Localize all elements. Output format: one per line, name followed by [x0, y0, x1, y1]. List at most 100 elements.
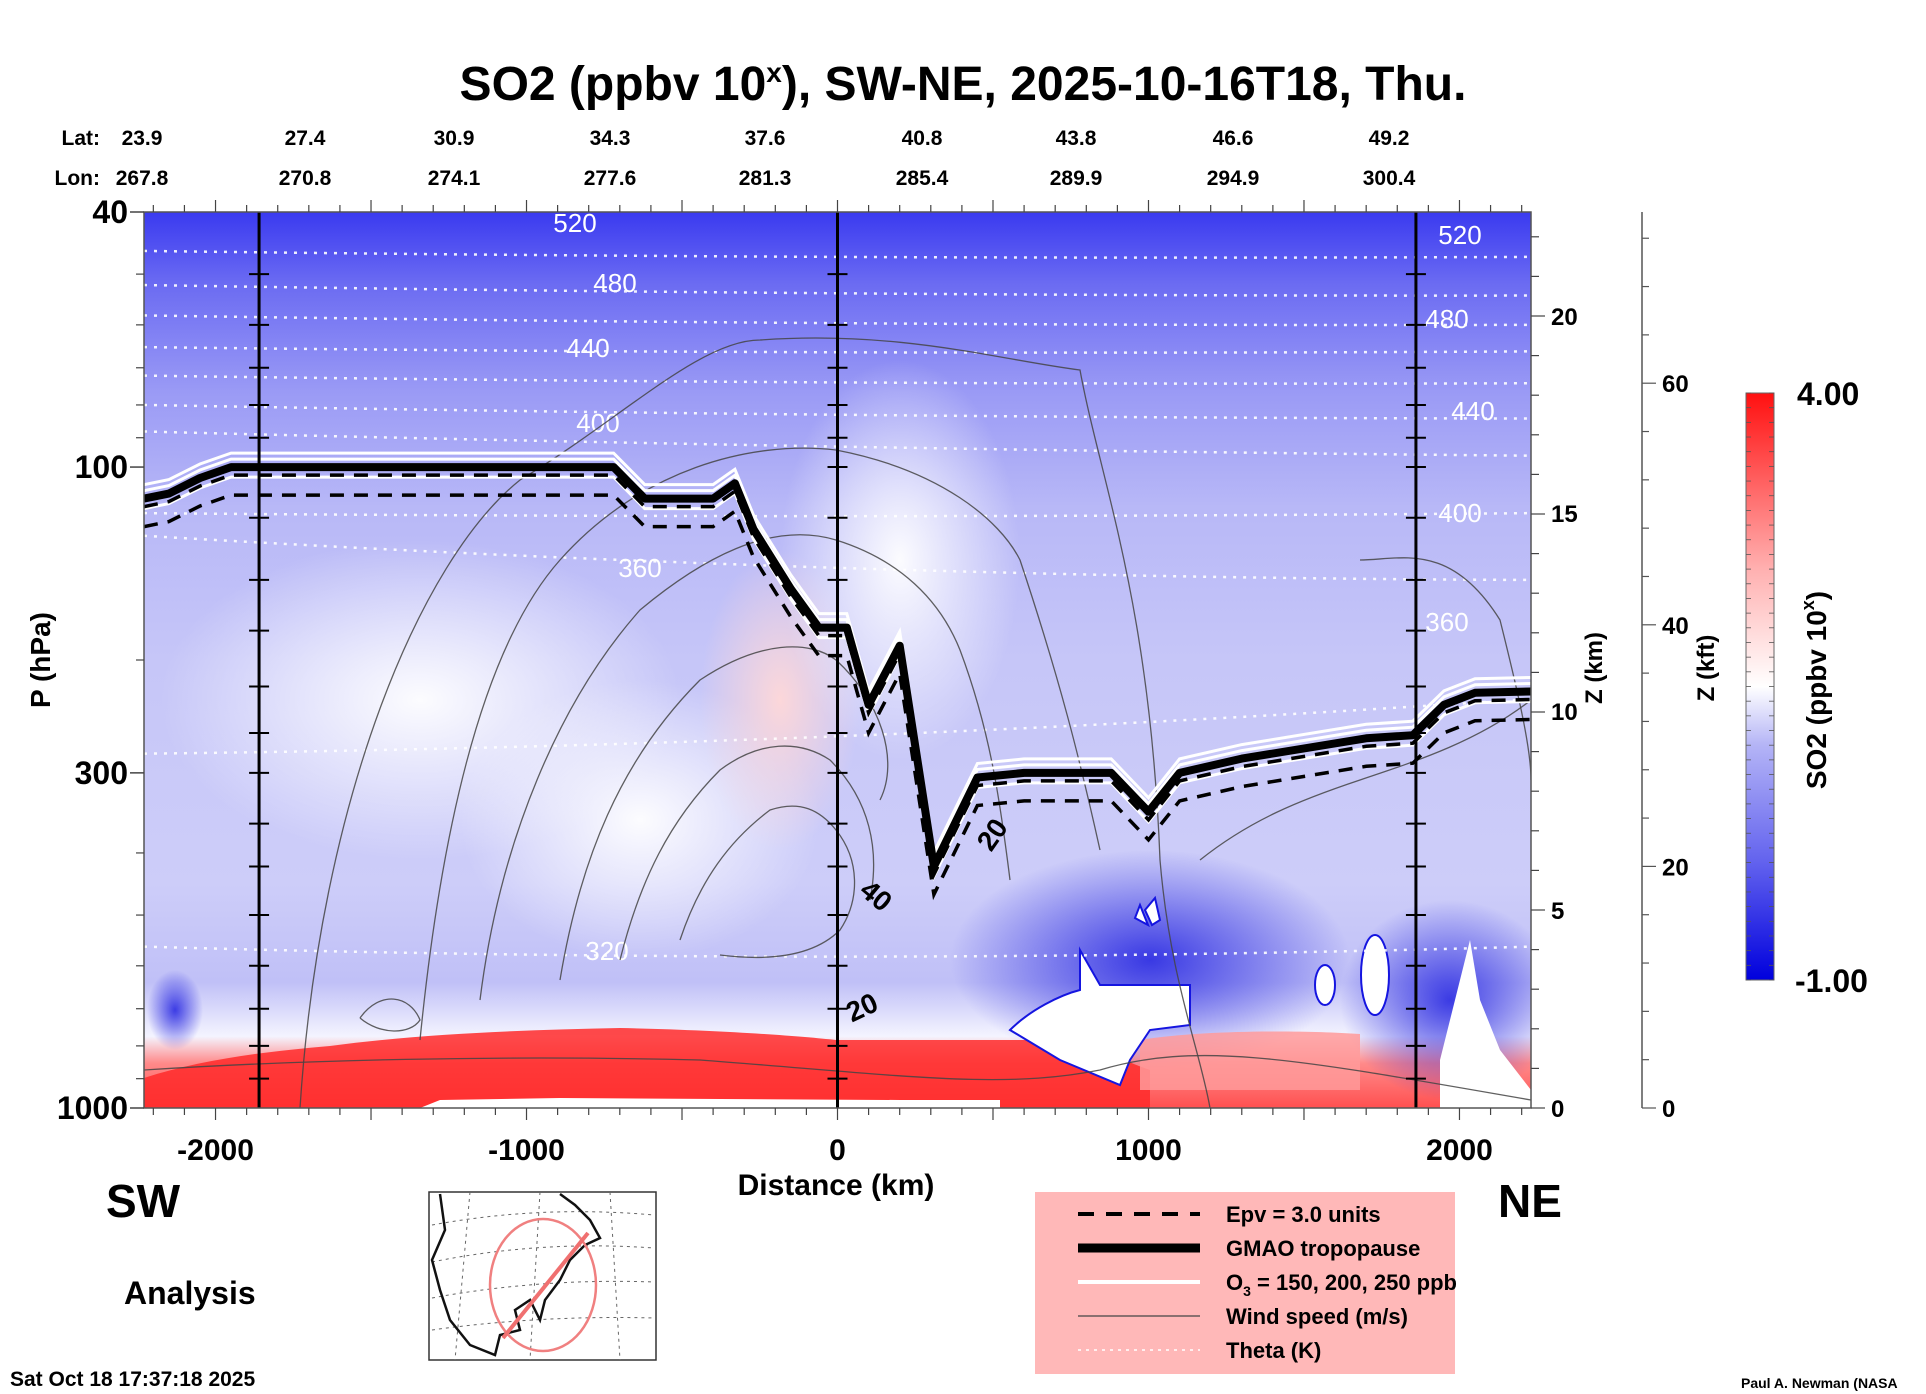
z-kft-tick-label: 0 [1662, 1096, 1675, 1123]
tropopause-line [144, 463, 1531, 871]
legend-label: GMAO tropopause [1226, 1236, 1420, 1261]
lat-value: 23.9 [122, 127, 163, 150]
lon-value: 267.8 [116, 167, 169, 190]
z-km-tick-label: 15 [1551, 501, 1578, 528]
epv-contour [144, 493, 1531, 901]
lon-value: 294.9 [1207, 167, 1260, 190]
analysis-label: Analysis [124, 1275, 256, 1311]
lon-value: 300.4 [1363, 167, 1416, 190]
lat-value: 37.6 [745, 127, 786, 150]
lat-value: 46.6 [1213, 127, 1254, 150]
lon-value: 274.1 [428, 167, 481, 190]
field-red-boundary [1140, 1031, 1360, 1090]
lon-value: 281.3 [739, 167, 792, 190]
wind-speed-contour [144, 1054, 1531, 1101]
z-km-axis-title: Z (km) [1581, 632, 1608, 704]
x-tick-label: 1000 [1115, 1134, 1182, 1167]
theta-label-right: 480 [1425, 304, 1468, 334]
field-red-boundary [144, 1028, 1150, 1108]
lon-value: 289.9 [1050, 167, 1103, 190]
z-kft-tick-label: 60 [1662, 371, 1689, 398]
z-kft-tick-label: 40 [1662, 613, 1689, 640]
theta-contour [144, 430, 1531, 457]
wind-speed-contour [359, 998, 421, 1032]
theta-contour [144, 374, 1531, 385]
wind-speed-contour [1359, 557, 1531, 781]
theta-contour [144, 511, 1531, 518]
legend: Epv = 3.0 units GMAO tropopause O3 = 150, … [1035, 1192, 1457, 1374]
theta-contour [144, 314, 1531, 327]
wind-speed-contour [559, 646, 889, 981]
field-blue-region [147, 970, 203, 1050]
theta-contours: 520 480 440 400 360 320 520 480 440 400 360 [144, 208, 1531, 966]
field-missing-region [1440, 940, 1531, 1108]
x-tick-label: -2000 [177, 1134, 254, 1167]
y-tick-label: 300 [75, 755, 128, 791]
theta-label-right: 400 [1438, 498, 1481, 528]
x-tick-label: 0 [829, 1134, 846, 1167]
theta-label: 320 [585, 936, 628, 966]
theta-label-right: 440 [1451, 396, 1494, 426]
theta-label-right: 520 [1438, 220, 1481, 250]
theta-contour [144, 403, 1531, 420]
theta-label: 400 [576, 408, 619, 438]
colorbar: 4.00 -1.00 SO2 (ppbv 10x) [1745, 376, 1868, 999]
z-kft-tick-label: 20 [1662, 854, 1689, 881]
inset-map-range-circle [488, 1217, 598, 1353]
field-missing-region [1008, 946, 1191, 1087]
chart-title: SO2 (ppbv 10x), SW-NE, 2025-10-16T18, Th… [460, 57, 1467, 111]
lat-lon-header: Lat: Lon: 23.9 27.4 30.9 34.3 37.6 40.8 43.8 46.6… [55, 127, 1416, 190]
x-tick-label: -1000 [488, 1134, 565, 1167]
vertical-markers [249, 212, 1426, 1108]
field-missing-region [1360, 934, 1390, 1016]
lat-value: 49.2 [1369, 127, 1410, 150]
legend-label: O3 = 150, 200, 250 ppb [1226, 1270, 1457, 1299]
colorbar-ticks [1746, 392, 1774, 981]
lat-value: 30.9 [434, 127, 475, 150]
lon-value: 270.8 [279, 167, 332, 190]
direction-sw-label: SW [106, 1175, 181, 1227]
lat-label: Lat: [62, 127, 101, 150]
x-tick-label: 2000 [1426, 1134, 1493, 1167]
epv-contour [144, 473, 1531, 881]
field-missing-region [1314, 964, 1336, 1006]
lon-label: Lon: [55, 167, 100, 190]
theta-contour [144, 345, 1531, 354]
epv-contours [144, 473, 1531, 901]
legend-label: Epv = 3.0 units [1226, 1202, 1381, 1227]
theta-contour [144, 697, 1531, 755]
field-missing-region [1133, 895, 1162, 928]
theta-label: 360 [618, 553, 661, 583]
z-kft-axis-title: Z (kft) [1693, 635, 1720, 702]
z-km-tick-label: 20 [1551, 304, 1578, 331]
y-tick-label: 40 [92, 194, 128, 230]
inset-map [428, 1191, 657, 1361]
lat-value: 27.4 [285, 127, 326, 150]
lat-value: 34.3 [590, 127, 631, 150]
wind-speed-contour [1199, 699, 1531, 861]
theta-label: 480 [593, 268, 636, 298]
credit: Paul A. Newman (NASA [1741, 1375, 1898, 1391]
tropopause-path [144, 463, 1531, 871]
theta-label-right: 360 [1425, 607, 1468, 637]
x-axis-title: Distance (km) [738, 1169, 935, 1202]
y-tick-label: 1000 [57, 1090, 128, 1126]
field-white-region [780, 360, 1020, 760]
lon-value: 277.6 [584, 167, 637, 190]
inset-map-coastline [430, 1192, 602, 1357]
y-tick-label: 100 [75, 449, 128, 485]
wind-speed-contour [479, 534, 1011, 1001]
z-km-tick-label: 10 [1551, 699, 1578, 726]
z-km-tick-label: 0 [1551, 1096, 1564, 1123]
field-missing-region [420, 1098, 1000, 1108]
z-km-tick-label: 5 [1551, 898, 1564, 925]
y-axis-title: P (hPa) [25, 612, 56, 708]
wind-speed-contour [419, 447, 1101, 1041]
timestamp: Sat Oct 18 17:37:18 2025 [10, 1368, 255, 1391]
inset-map-transect-line [501, 1231, 590, 1340]
theta-label: 520 [553, 208, 596, 238]
legend-label: Theta (K) [1226, 1338, 1321, 1363]
theta-contour [144, 249, 1531, 259]
